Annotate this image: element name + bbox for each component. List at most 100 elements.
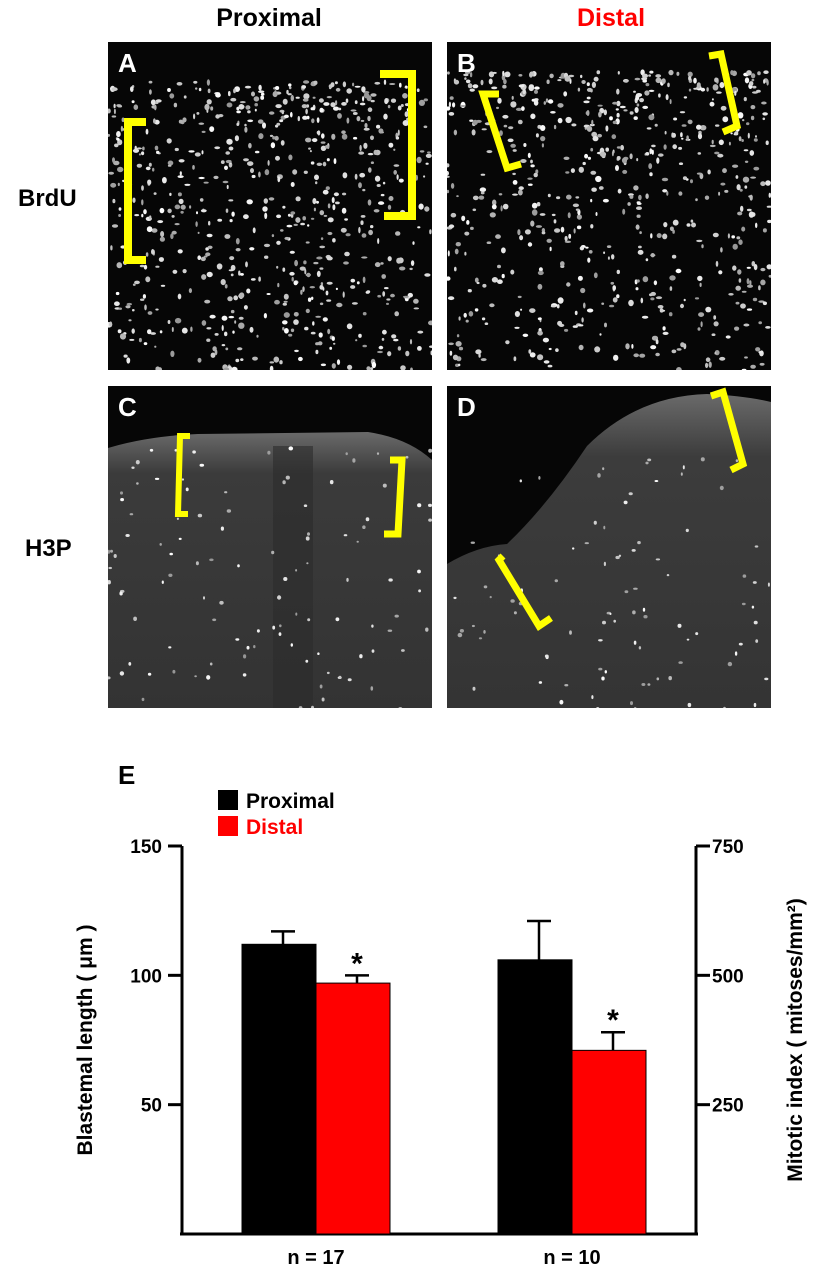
cell-nucleus [134,280,140,285]
cell-nucleus [658,93,661,98]
cell-nucleus [197,255,201,260]
panel-letter-e: E [118,760,135,790]
cell-nucleus [280,229,284,232]
cell-nucleus [335,100,338,106]
cell-nucleus [235,248,241,252]
cell-nucleus [154,145,159,151]
cell-nucleus [541,143,544,148]
cell-nucleus [741,226,746,232]
cell-nucleus [327,217,334,223]
cell-nucleus [763,70,769,74]
cell-nucleus [718,270,723,275]
cell-nucleus [168,646,172,649]
cell-nucleus [123,354,128,358]
cell-nucleus [230,97,237,102]
cell-nucleus [307,532,310,536]
micrograph-panel-c: C [108,386,432,708]
cell-nucleus [615,108,619,111]
cell-nucleus [752,85,757,89]
cell-nucleus [293,319,299,325]
cell-nucleus [540,136,546,142]
cell-nucleus [540,125,546,131]
cell-nucleus [405,85,408,88]
cell-nucleus [499,130,503,136]
cell-nucleus [530,159,533,164]
cell-nucleus [388,578,393,582]
cell-nucleus [647,458,652,462]
cell-nucleus [368,167,372,173]
cell-nucleus [113,160,120,166]
cell-nucleus [538,267,543,272]
cell-nucleus [489,595,492,599]
cell-nucleus [714,151,720,155]
cell-nucleus [289,271,295,276]
cell-nucleus [524,229,531,235]
cell-nucleus [143,264,148,270]
cell-nucleus [310,161,315,165]
cell-nucleus [572,325,578,328]
cell-nucleus [739,188,743,192]
cell-nucleus [584,153,589,159]
cell-nucleus [394,614,399,618]
cell-nucleus [290,94,294,102]
cell-nucleus [423,175,426,178]
cell-nucleus [740,205,744,212]
cell-nucleus [750,73,756,79]
cell-nucleus [492,199,497,206]
cell-nucleus [593,272,598,279]
cell-nucleus [523,143,527,147]
cell-nucleus [708,361,712,368]
cell-nucleus [713,321,719,327]
cell-nucleus [427,151,431,154]
cell-nucleus [145,252,149,257]
cell-nucleus [281,110,284,115]
cell-nucleus [174,449,178,452]
cell-nucleus [423,98,428,102]
cell-nucleus [244,85,252,89]
cell-nucleus [746,278,750,285]
cell-nucleus [502,203,509,210]
right-y-axis-label: Mitotic index ( mitoses/mm²) [784,898,807,1182]
cell-nucleus [597,104,603,107]
cell-nucleus [682,465,685,470]
cell-nucleus [282,326,285,331]
cell-nucleus [617,71,620,75]
cell-nucleus [678,146,683,150]
cell-nucleus [762,112,768,116]
cell-nucleus [331,363,336,369]
cell-nucleus [172,269,178,274]
cell-nucleus [763,79,766,84]
cell-nucleus [612,101,618,105]
cell-nucleus [333,158,337,165]
cell-nucleus [498,193,503,196]
cell-nucleus [470,226,474,230]
cell-nucleus [178,198,184,205]
cell-nucleus [178,159,185,163]
cell-nucleus [744,77,750,84]
cell-nucleus [300,222,305,226]
cell-nucleus [767,582,770,587]
cell-nucleus [753,138,758,142]
cell-nucleus [116,137,120,141]
cell-nucleus [115,291,120,296]
cell-nucleus [675,268,682,274]
cell-nucleus [276,214,282,219]
cell-nucleus [342,81,347,88]
cell-nucleus [512,172,516,176]
cell-nucleus [469,119,474,122]
cell-nucleus [711,333,716,337]
cell-nucleus [635,93,643,97]
cell-nucleus [533,172,538,178]
cell-nucleus [197,231,200,234]
cell-nucleus [676,367,682,370]
cell-nucleus [329,480,334,485]
cell-nucleus [397,105,402,111]
cell-nucleus [129,513,134,516]
cell-nucleus [713,315,717,320]
cell-nuclei [108,79,432,370]
cell-nucleus [232,330,235,334]
cell-nucleus [264,212,268,219]
cell-nucleus [735,285,741,291]
cell-nucleus [315,181,318,185]
